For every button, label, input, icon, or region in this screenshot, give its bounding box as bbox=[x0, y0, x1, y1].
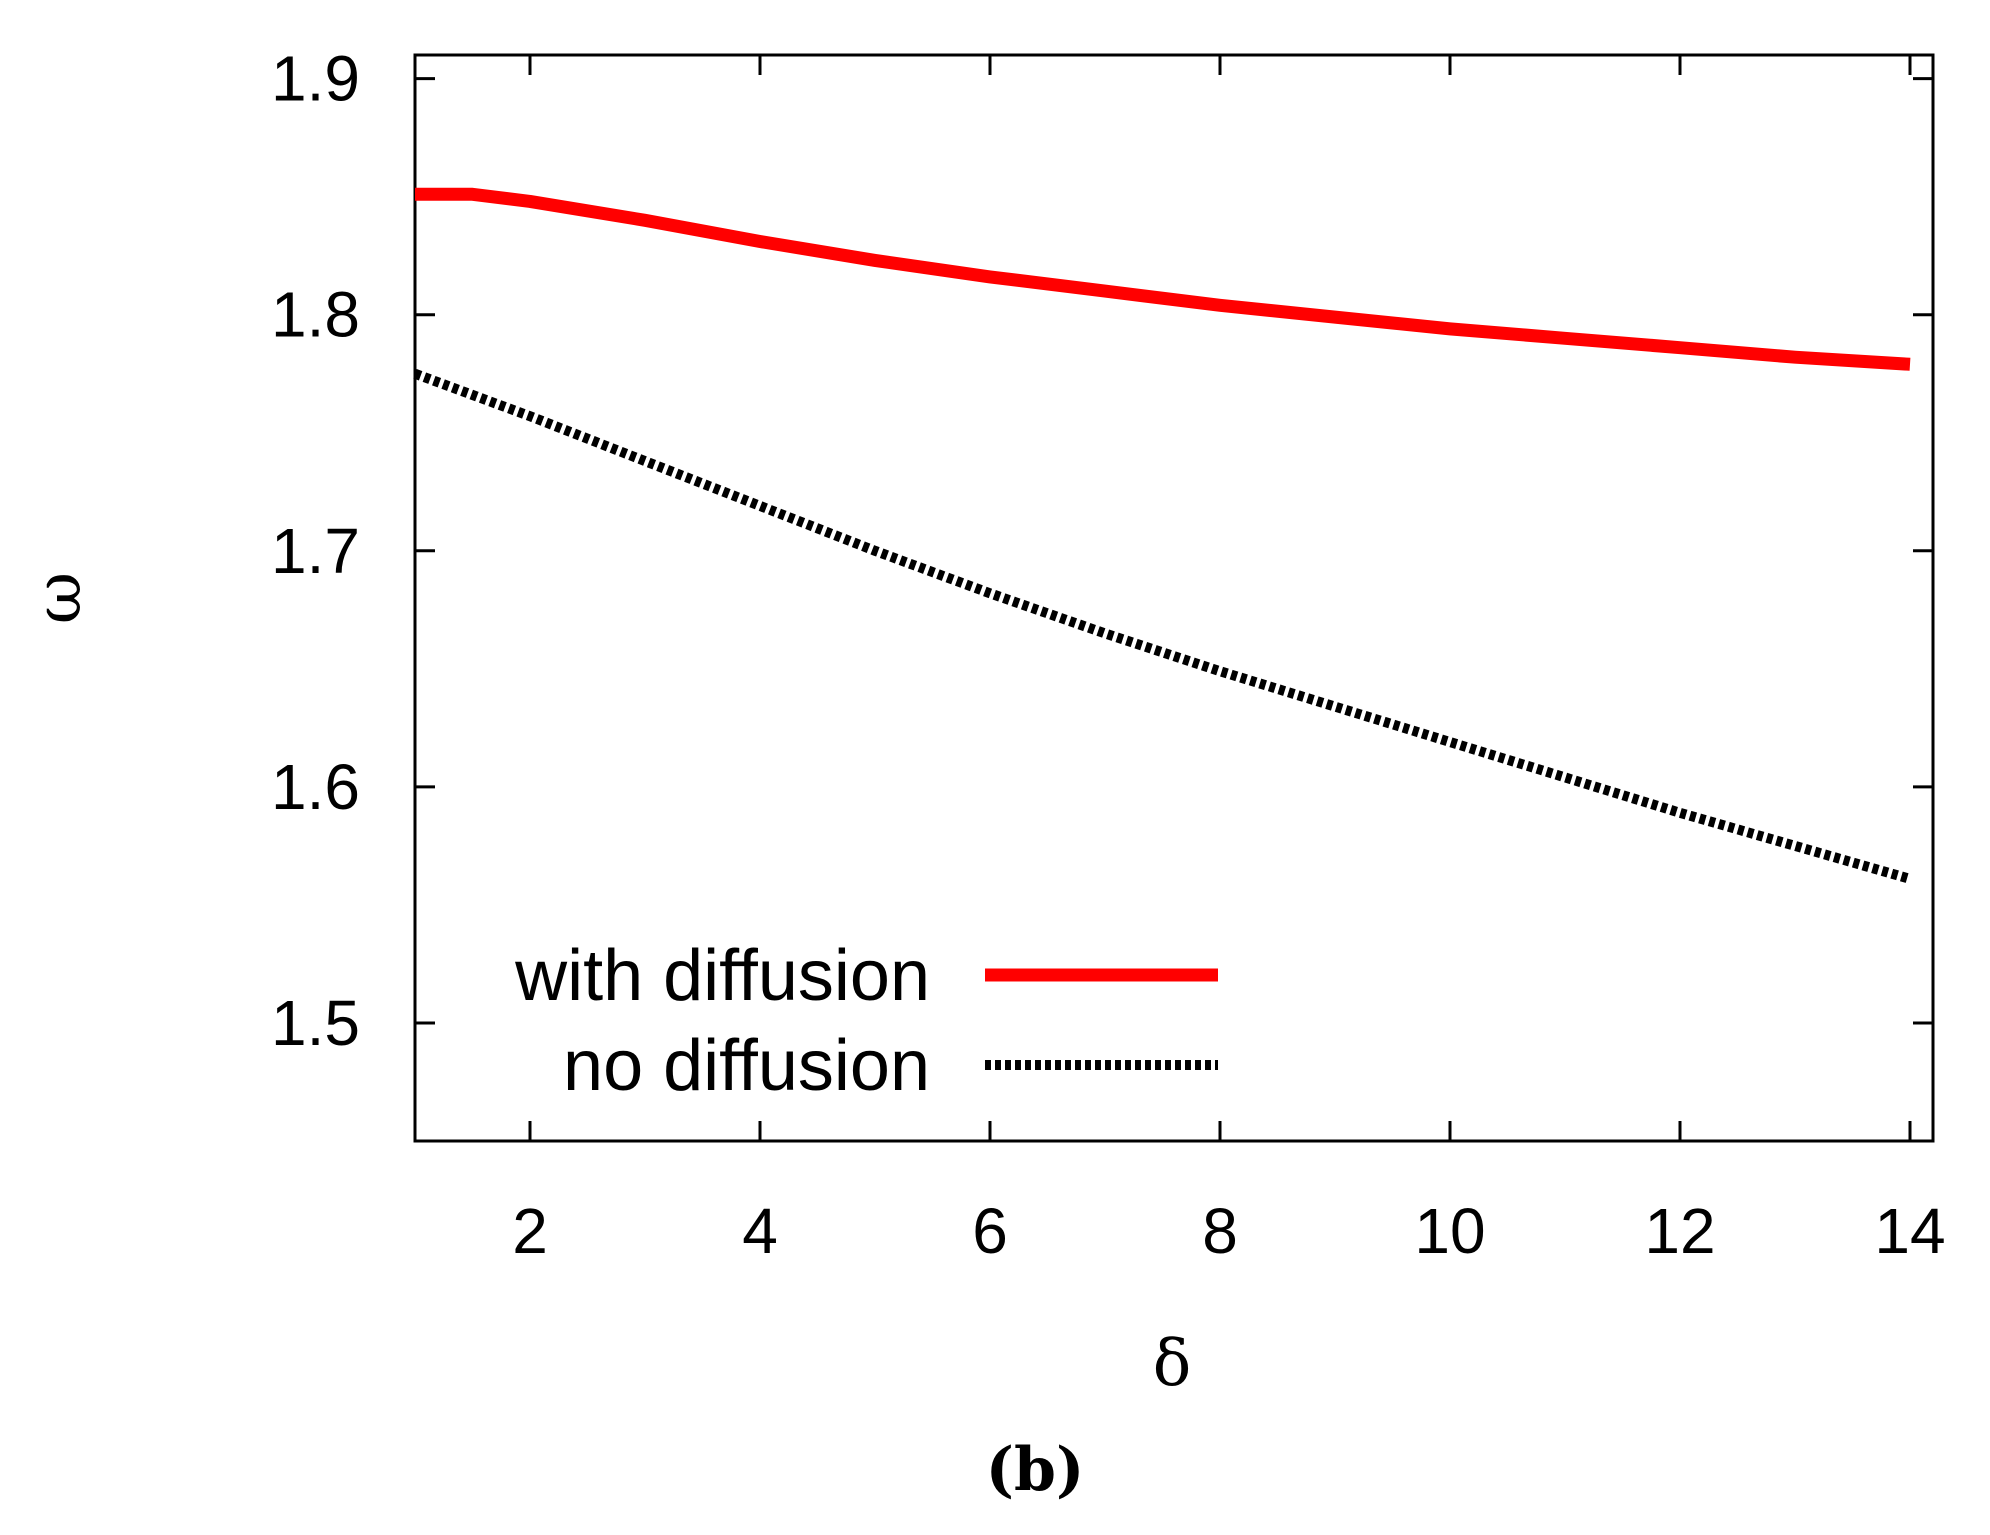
y-tick-label: 1.7 bbox=[271, 515, 360, 587]
ticks bbox=[415, 55, 1933, 1141]
y-tick-label: 1.5 bbox=[271, 987, 360, 1059]
y-axis-label: ω bbox=[22, 572, 96, 624]
x-tick-label: 6 bbox=[972, 1195, 1008, 1267]
series-lines bbox=[413, 187, 1912, 884]
legend-label-1: with diffusion bbox=[514, 936, 930, 1016]
x-tick-label: 4 bbox=[742, 1195, 778, 1267]
tick-labels: 2 4 6 8 10 12 14 1.5 1.6 1.7 1.8 1.9 bbox=[271, 43, 1946, 1267]
y-tick-label: 1.8 bbox=[271, 279, 360, 351]
x-tick-label: 10 bbox=[1414, 1195, 1485, 1267]
x-tick-label: 8 bbox=[1202, 1195, 1238, 1267]
y-tick-label: 1.9 bbox=[271, 43, 360, 115]
x-tick-label: 12 bbox=[1644, 1195, 1715, 1267]
plot-frame bbox=[413, 53, 1935, 1143]
x-tick-label: 2 bbox=[512, 1195, 548, 1267]
y-tick-label: 1.6 bbox=[271, 751, 360, 823]
x-axis-label: δ bbox=[1153, 1327, 1192, 1401]
series-line-2 bbox=[413, 369, 1912, 884]
legend: with diffusion no diffusion bbox=[514, 936, 1218, 1106]
chart-caption: (b) bbox=[986, 1435, 1085, 1505]
x-tick-label: 14 bbox=[1874, 1195, 1945, 1267]
series-line-1 bbox=[415, 187, 1911, 371]
legend-label-2: no diffusion bbox=[563, 1026, 930, 1106]
